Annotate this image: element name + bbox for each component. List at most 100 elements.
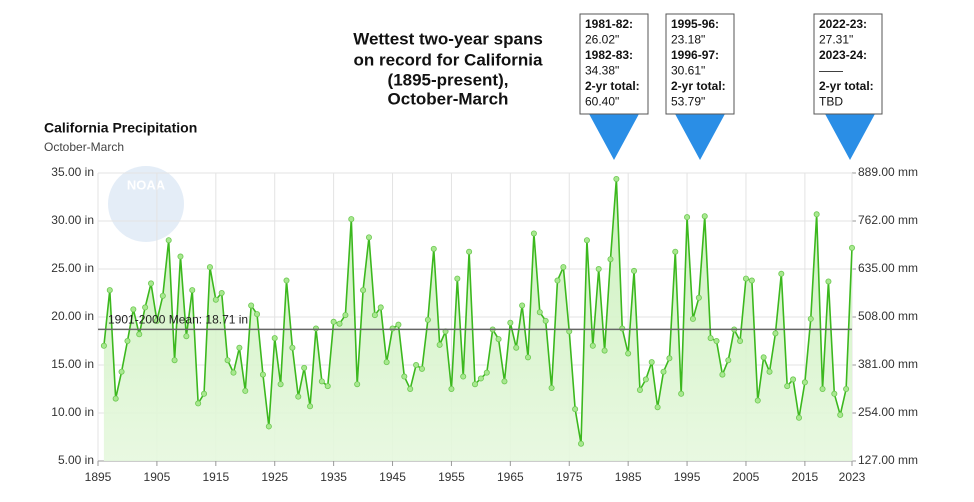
point	[212, 296, 219, 303]
point	[525, 354, 532, 361]
x-tick-label: 1935	[320, 470, 347, 484]
point	[601, 347, 608, 354]
point	[807, 315, 814, 322]
pointer	[674, 112, 726, 160]
x-tick-label: 2015	[792, 470, 819, 484]
point	[430, 245, 437, 252]
point	[737, 337, 744, 344]
point	[424, 316, 431, 323]
point	[377, 304, 384, 311]
point	[754, 397, 761, 404]
y2-tick-label: 889.00 mm	[858, 165, 918, 179]
point	[454, 275, 461, 282]
point	[825, 278, 832, 285]
point	[330, 318, 337, 325]
annotation-text: 53.79"	[671, 95, 705, 109]
point	[448, 385, 455, 392]
point	[695, 294, 702, 301]
point	[466, 248, 473, 255]
annotation-text: 60.40"	[585, 95, 619, 109]
title-line: (1895-present),	[388, 70, 509, 89]
point	[631, 267, 638, 274]
point	[742, 275, 749, 282]
point	[819, 385, 826, 392]
annotation-text: 2-yr total:	[585, 79, 640, 93]
point	[201, 390, 208, 397]
title-line: on record for California	[354, 50, 543, 69]
point	[277, 381, 284, 388]
x-tick-label: 2005	[733, 470, 760, 484]
point	[159, 292, 166, 299]
annotation-text: 1981-82:	[585, 17, 633, 31]
point	[295, 393, 302, 400]
point	[725, 357, 732, 364]
point	[607, 256, 614, 263]
point	[801, 379, 808, 386]
y-tick-label: 5.00 in	[58, 453, 94, 467]
point	[318, 378, 325, 385]
point	[778, 270, 785, 277]
annotation-text: TBD	[819, 95, 843, 109]
point	[307, 403, 314, 410]
point	[689, 315, 696, 322]
point	[324, 383, 331, 390]
point	[389, 325, 396, 332]
point	[795, 414, 802, 421]
point	[578, 440, 585, 447]
point	[648, 359, 655, 366]
title-line: Wettest two-year spans	[353, 29, 543, 48]
x-tick-label: 1955	[438, 470, 465, 484]
point	[483, 369, 490, 376]
y-tick-label: 25.00 in	[51, 261, 94, 275]
x-tick-label: 1895	[85, 470, 112, 484]
point	[407, 385, 414, 392]
point	[130, 306, 137, 313]
point	[684, 214, 691, 221]
point	[772, 330, 779, 337]
point	[348, 216, 355, 223]
annotation-box	[579, 13, 649, 115]
annotation-text: 27.31"	[819, 33, 853, 47]
point	[460, 373, 467, 380]
point	[654, 404, 661, 411]
point	[383, 359, 390, 366]
annotation-text: 2022-23:	[819, 17, 867, 31]
logo: NOAA	[127, 177, 166, 192]
point	[242, 387, 249, 394]
point	[471, 381, 478, 388]
point	[619, 325, 626, 332]
point	[560, 264, 567, 271]
annotation-text: 1996-97:	[671, 48, 719, 62]
point	[507, 319, 514, 326]
x-tick-label: 1975	[556, 470, 583, 484]
y-tick-label: 10.00 in	[51, 405, 94, 419]
point	[365, 234, 372, 241]
annotation-box	[813, 13, 883, 115]
y2-tick-label: 127.00 mm	[858, 453, 918, 467]
point	[760, 354, 767, 361]
point	[831, 390, 838, 397]
point	[148, 280, 155, 287]
point	[436, 341, 443, 348]
point	[719, 371, 726, 378]
y2-tick-label: 508.00 mm	[858, 309, 918, 323]
point	[536, 309, 543, 316]
y2-tick-label: 254.00 mm	[858, 405, 918, 419]
point	[519, 302, 526, 309]
point	[118, 368, 125, 375]
annotation-text: 26.02"	[585, 33, 619, 47]
point	[636, 386, 643, 393]
pointer	[588, 112, 640, 160]
annotation-text: 34.38"	[585, 64, 619, 78]
point	[342, 312, 349, 319]
y-tick-label: 35.00 in	[51, 165, 94, 179]
logo-circle	[108, 166, 184, 242]
point	[248, 302, 255, 309]
point	[142, 304, 149, 311]
point	[843, 385, 850, 392]
point	[112, 395, 119, 402]
x-tick-label: 1905	[144, 470, 171, 484]
x-tick-label: 1925	[261, 470, 288, 484]
point	[413, 361, 420, 368]
